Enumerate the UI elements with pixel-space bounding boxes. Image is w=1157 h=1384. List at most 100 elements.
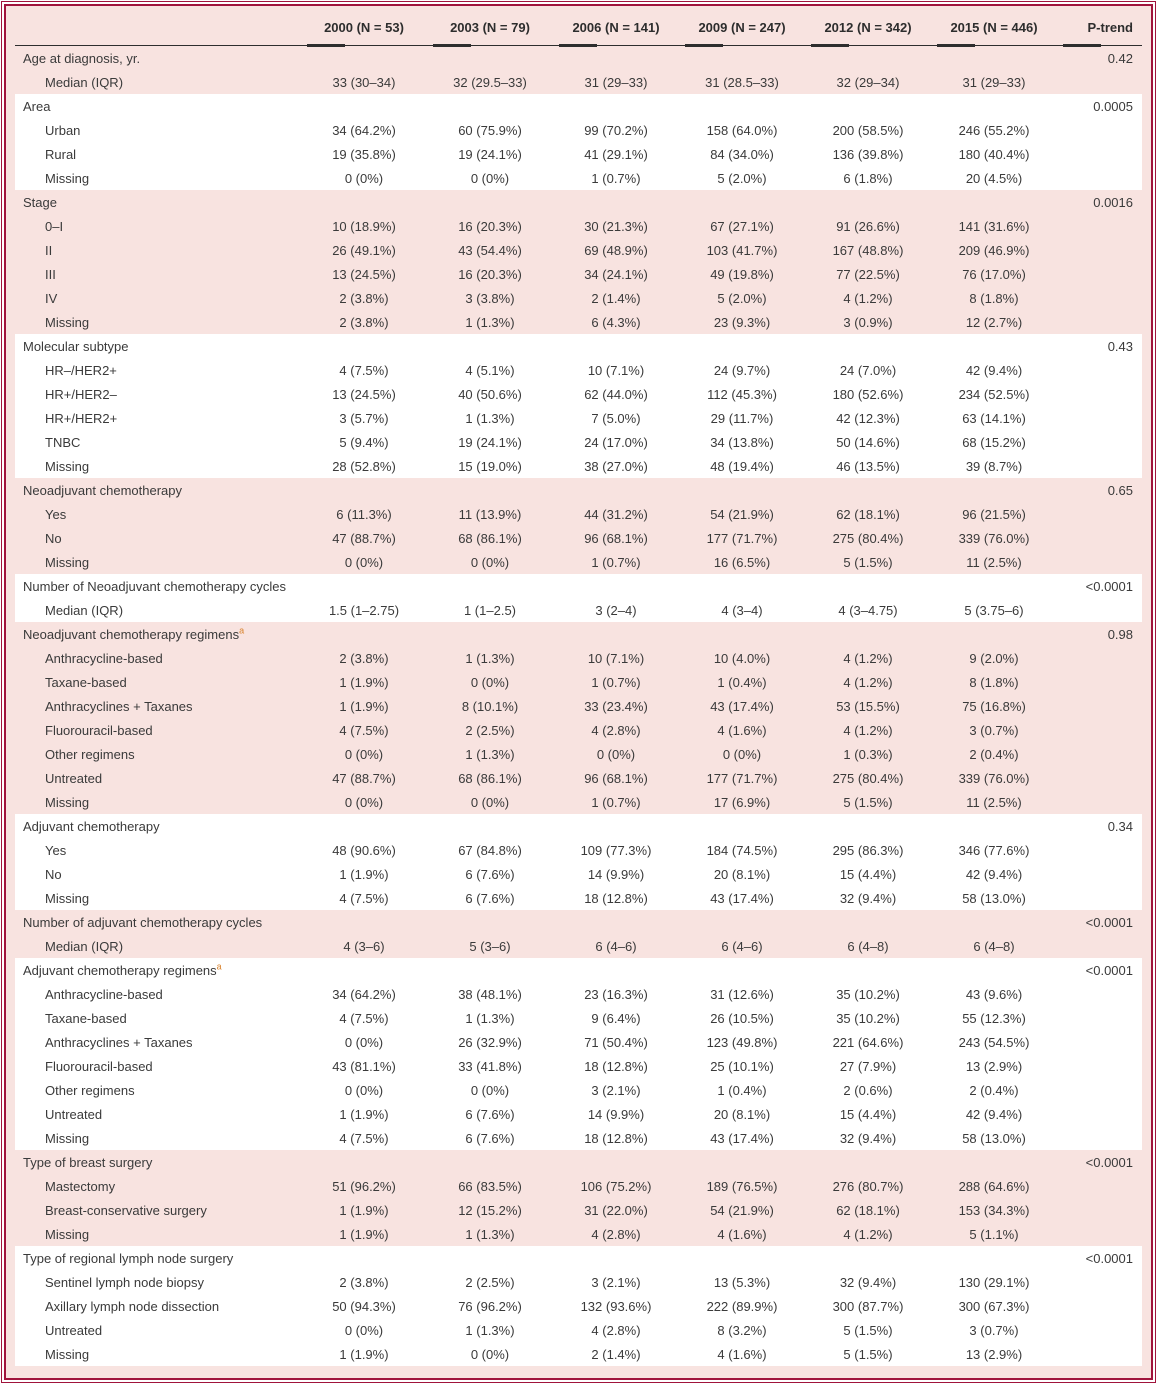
column-underline-tick <box>937 44 975 47</box>
table-row: Axillary lymph node dissection 50 (94.3%)… <box>15 1294 1142 1318</box>
row-label: Missing <box>45 458 90 474</box>
cell-value: 0 (0%) <box>344 794 384 810</box>
cell-value: 243 (54.5%) <box>958 1034 1030 1050</box>
cell-value: 47 (88.7%) <box>332 530 396 546</box>
cell-value: 55 (12.3%) <box>962 1010 1026 1026</box>
cell-value: 5 (1.5%) <box>843 794 893 810</box>
cell-value: 32 (29.5–33) <box>453 74 527 90</box>
cell-value: 132 (93.6%) <box>580 1298 652 1314</box>
cell-value: 60 (75.9%) <box>458 122 522 138</box>
section-header-row: Molecular subtype 0.43 <box>15 334 1142 358</box>
cell-value: 31 (22.0%) <box>584 1202 648 1218</box>
cell-value: 58 (13.0%) <box>962 890 1026 906</box>
cell-value: 12 (2.7%) <box>965 314 1023 330</box>
cell-value: 123 (49.8%) <box>706 1034 778 1050</box>
cell-value: 43 (54.4%) <box>458 242 522 258</box>
section-header-row: Area 0.0005 <box>15 94 1142 118</box>
row-label: Axillary lymph node dissection <box>45 1298 220 1314</box>
cell-value: 50 (94.3%) <box>332 1298 396 1314</box>
cell-value: 24 (17.0%) <box>584 434 648 450</box>
cell-value: 25 (10.1%) <box>710 1058 774 1074</box>
table-row: Missing 2 (3.8%) 1 (1.3%) 6 (4.3%) 23 (9.3%)… <box>15 310 1142 334</box>
table-row: Median (IQR) 1.5 (1–2.75) 1 (1–2.5) 3 (2–4)… <box>15 598 1142 622</box>
row-label: Missing <box>45 314 90 330</box>
row-label: Median (IQR) <box>45 602 124 618</box>
cell-value: 1 (1.3%) <box>465 1010 515 1026</box>
cell-value: 5 (1.5%) <box>843 1322 893 1338</box>
cell-value: 10 (4.0%) <box>713 650 771 666</box>
cell-value: 43 (9.6%) <box>965 986 1023 1002</box>
table-sections: Age at diagnosis, yr. 0.42 Median (IQR) 33 … <box>15 46 1142 1366</box>
table-row: Anthracyclines + Taxanes 0 (0%) 26 (32.9%)… <box>15 1030 1142 1054</box>
cell-value: 19 (35.8%) <box>332 146 396 162</box>
table-row: Rural 19 (35.8%) 19 (24.1%) 41 (29.1%) 84 (3… <box>15 142 1142 166</box>
p-trend-value: 0.43 <box>1107 338 1133 354</box>
cell-value: 42 (12.3%) <box>836 410 900 426</box>
table-row: Urban 34 (64.2%) 60 (75.9%) 99 (70.2%) 158 (… <box>15 118 1142 142</box>
cell-value: 3 (0.7%) <box>969 1322 1019 1338</box>
cell-value: 44 (31.2%) <box>584 506 648 522</box>
cell-value: 1 (1.9%) <box>339 1346 389 1362</box>
column-underline-tick <box>811 44 849 47</box>
cell-value: 15 (4.4%) <box>839 866 897 882</box>
cell-value: 4 (2.8%) <box>591 1322 641 1338</box>
table-row: Other regimens 0 (0%) 0 (0%) 3 (2.1%) 1 (0.4… <box>15 1078 1142 1102</box>
cell-value: 43 (17.4%) <box>710 890 774 906</box>
cell-value: 1 (1–2.5) <box>463 602 517 618</box>
cell-value: 10 (7.1%) <box>587 650 645 666</box>
cell-value: 26 (32.9%) <box>458 1034 522 1050</box>
cell-value: 77 (22.5%) <box>836 266 900 282</box>
cell-value: 1 (1.9%) <box>339 674 389 690</box>
row-label: Missing <box>45 1130 90 1146</box>
table-section: Neoadjuvant chemotherapy 0.65 Yes 6 (11.3%)… <box>15 478 1142 574</box>
table-section: Type of breast surgery <0.0001 Mastectomy 5… <box>15 1150 1142 1246</box>
cell-value: 2 (1.4%) <box>591 1346 641 1362</box>
cell-value: 1 (0.3%) <box>843 746 893 762</box>
cell-value: 23 (9.3%) <box>713 314 771 330</box>
cell-value: 4 (1.2%) <box>843 722 893 738</box>
cell-value: 96 (68.1%) <box>584 530 648 546</box>
column-underline-tick <box>433 44 471 47</box>
cell-value: 68 (86.1%) <box>458 770 522 786</box>
cell-value: 1 (0.7%) <box>591 554 641 570</box>
column-header-2012: 2012 (N = 342) <box>805 10 931 47</box>
table-row: Yes 48 (90.6%) 67 (84.8%) 109 (77.3%) 184 (7… <box>15 838 1142 862</box>
cell-value: 67 (84.8%) <box>458 842 522 858</box>
cell-value: 29 (11.7%) <box>710 410 774 426</box>
cell-value: 3 (0.9%) <box>843 314 893 330</box>
column-underline-tick <box>685 44 723 47</box>
cell-value: 1 (0.4%) <box>717 674 767 690</box>
p-trend-value: <0.0001 <box>1085 962 1133 978</box>
cell-value: 42 (9.4%) <box>965 1106 1023 1122</box>
cell-value: 32 (9.4%) <box>839 890 897 906</box>
cell-value: 42 (9.4%) <box>965 362 1023 378</box>
cell-value: 46 (13.5%) <box>836 458 900 474</box>
cell-value: 48 (90.6%) <box>332 842 396 858</box>
row-label: Taxane-based <box>45 674 127 690</box>
cell-value: 43 (17.4%) <box>710 1130 774 1146</box>
cell-value: 158 (64.0%) <box>706 122 778 138</box>
cell-value: 54 (21.9%) <box>710 506 774 522</box>
cell-value: 177 (71.7%) <box>706 530 778 546</box>
cell-value: 28 (52.8%) <box>332 458 396 474</box>
cell-value: 19 (24.1%) <box>458 434 522 450</box>
cell-value: 32 (9.4%) <box>839 1274 897 1290</box>
cell-value: 2 (3.8%) <box>339 314 389 330</box>
table-section: Age at diagnosis, yr. 0.42 Median (IQR) 33 … <box>15 46 1142 94</box>
cell-value: 6 (4–8) <box>847 938 889 954</box>
cell-value: 1 (0.7%) <box>591 794 641 810</box>
cell-value: 6 (7.6%) <box>465 1106 515 1122</box>
table-row: Untreated 1 (1.9%) 6 (7.6%) 14 (9.9%) 20 (8.… <box>15 1102 1142 1126</box>
table-row: Anthracycline-based 2 (3.8%) 1 (1.3%) 10 (7… <box>15 646 1142 670</box>
cell-value: 20 (4.5%) <box>965 170 1023 186</box>
cell-value: 8 (10.1%) <box>461 698 519 714</box>
row-label: Missing <box>45 794 90 810</box>
cell-value: 8 (1.8%) <box>969 290 1019 306</box>
section-label: Adjuvant chemotherapy <box>23 818 160 834</box>
cell-value: 33 (30–34) <box>332 74 396 90</box>
section-header-row: Type of regional lymph node surgery <0.00… <box>15 1246 1142 1270</box>
cell-value: 5 (3.75–6) <box>964 602 1024 618</box>
cell-value: 27 (7.9%) <box>839 1058 897 1074</box>
cell-value: 33 (41.8%) <box>458 1058 522 1074</box>
cell-value: 35 (10.2%) <box>836 986 900 1002</box>
